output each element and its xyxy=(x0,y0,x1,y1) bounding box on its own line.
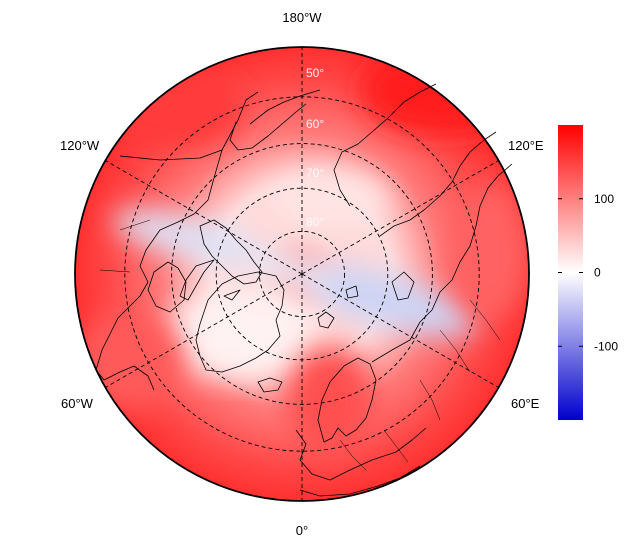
lat-label-70: 70° xyxy=(306,166,324,180)
latitude-labels: 50° 60° 70° 80° xyxy=(306,66,324,229)
iceland-coast xyxy=(257,377,283,393)
meridian-60 xyxy=(301,273,499,388)
north-america-coast xyxy=(95,91,259,391)
coastlines xyxy=(95,83,513,497)
greenland-coast xyxy=(195,271,285,373)
negative-anomaly-band xyxy=(112,210,477,337)
scandinavia-coast xyxy=(317,357,377,443)
colorbar-label-0: 0 xyxy=(594,266,601,280)
lon-label-120w: 120°W xyxy=(60,138,100,153)
alaska-coast xyxy=(229,103,307,151)
colorbar: 100 0 -100 xyxy=(558,125,618,420)
lon-label-60e: 60°E xyxy=(511,396,540,411)
map-boundary xyxy=(74,46,530,502)
hudson-bay-coast xyxy=(147,261,187,313)
country-borders xyxy=(99,219,501,471)
europe-coast xyxy=(295,427,427,497)
colorbar-label-100: 100 xyxy=(594,192,614,206)
longitude-labels: 180°W 0° 120°W 120°E 60°W 60°E xyxy=(60,10,544,538)
eurasia-coast xyxy=(371,131,513,363)
neutral-areas xyxy=(160,170,390,380)
meridian-240 xyxy=(105,160,303,275)
russian-far-east-coast xyxy=(249,83,437,207)
colorbar-ticks: 100 0 -100 xyxy=(558,192,618,353)
meridian-120 xyxy=(301,160,499,275)
lon-label-120e: 120°E xyxy=(508,138,544,153)
lat-label-50: 50° xyxy=(306,66,324,80)
lon-label-0: 0° xyxy=(296,523,308,538)
lat-label-80: 80° xyxy=(306,215,324,229)
novaya-zemlya-coast xyxy=(391,271,415,301)
lon-label-180w: 180°W xyxy=(282,10,322,25)
lat-label-60: 60° xyxy=(306,117,324,131)
lon-label-60w: 60°W xyxy=(61,396,94,411)
svalbard-coast xyxy=(317,285,359,329)
colorbar-gradient xyxy=(558,125,583,420)
latitude-circle-60 xyxy=(171,143,433,405)
colorbar-label--100: -100 xyxy=(594,339,618,353)
